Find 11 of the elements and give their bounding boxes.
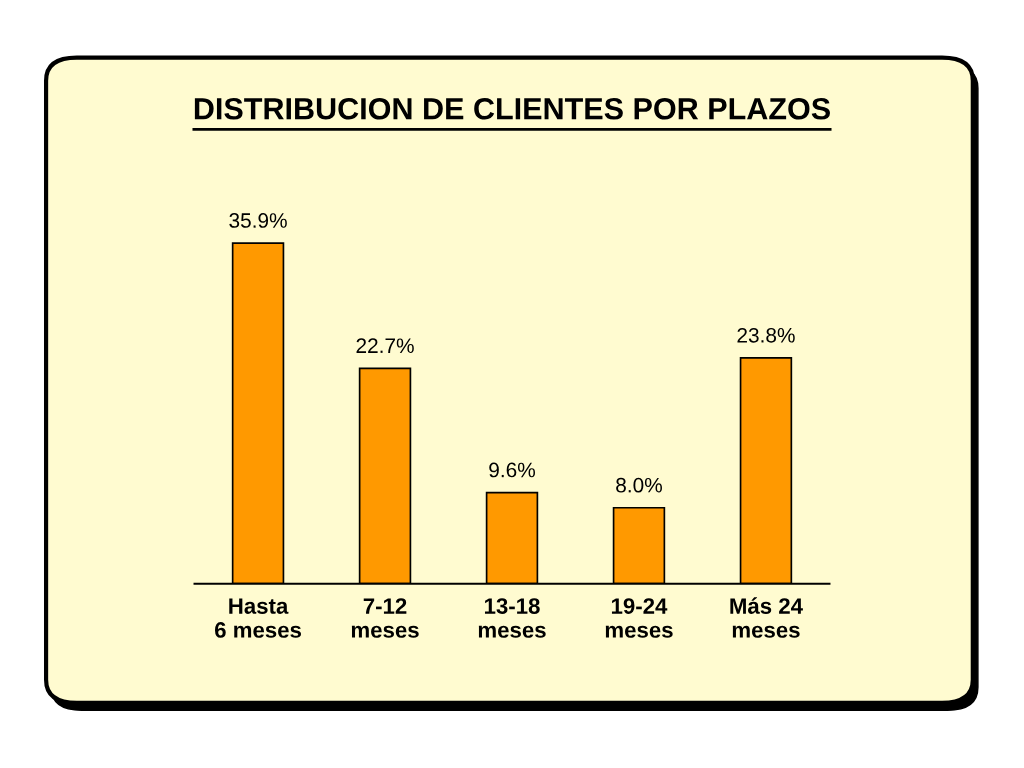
x-tick-label: Más 24 meses xyxy=(730,597,803,638)
data-label: 23.8% xyxy=(737,327,795,343)
x-tick-label: 7-12 meses xyxy=(351,598,419,638)
data-label: 9.6% xyxy=(489,462,535,478)
chart-title: DISTRIBUCION DE CLIENTES POR PLAZOS xyxy=(194,97,830,120)
data-label: 8.0% xyxy=(616,477,662,493)
x-tick-label: 13-18 meses xyxy=(478,598,546,638)
data-label: 22.7% xyxy=(356,338,414,354)
data-label: 35.9% xyxy=(229,213,287,228)
x-tick-label: 19-24 meses xyxy=(605,598,673,638)
x-tick-label: Hasta 6 meses xyxy=(215,598,301,638)
